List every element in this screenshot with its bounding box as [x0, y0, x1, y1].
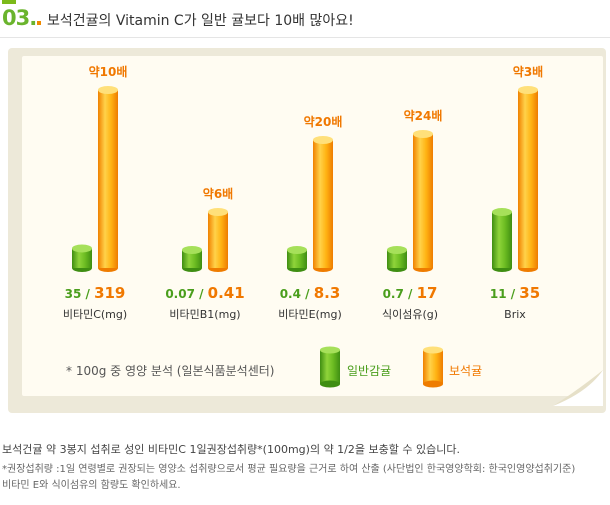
value-regular-1: 0.07 / [165, 287, 207, 301]
analysis-note: * 100g 중 영양 분석 (일본식품분석센터) [66, 364, 275, 378]
bar-jewel-3-top [413, 130, 433, 138]
bar-jewel-1-top [208, 208, 228, 216]
legend-label-regular: 일반감귤 [347, 364, 392, 378]
value-jewel-0: 319 [94, 284, 125, 302]
multiplier-label-4: 약3배 [513, 64, 543, 79]
value-label-0: 35 / 319 [65, 284, 126, 302]
value-label-4: 11 / 35 [490, 284, 540, 302]
category-label-4: Brix [504, 308, 526, 321]
bar-regular-0-top [72, 244, 92, 253]
bar-jewel-3 [413, 134, 433, 268]
bar-regular-3 [387, 250, 407, 268]
legend-swatch-orange [423, 346, 443, 388]
bar-jewel-0-top [98, 86, 118, 94]
value-label-3: 0.7 / 17 [383, 284, 438, 302]
section-header: 03. 보석건귤의 Vitamin C가 일반 귤보다 10배 많아요! [0, 0, 610, 40]
value-regular-2: 0.4 / [280, 287, 314, 301]
header-divider [0, 37, 610, 38]
bar-jewel-1 [208, 212, 228, 268]
category-label-3: 식이섬유(g) [382, 308, 438, 321]
legend-swatch-green [320, 346, 340, 388]
section-number: 03. [2, 6, 37, 30]
value-jewel-3: 17 [417, 284, 438, 302]
value-jewel-1: 0.41 [208, 284, 245, 302]
value-regular-4: 11 / [490, 287, 519, 301]
header-accent-bar [2, 0, 16, 4]
value-label-2: 0.4 / 8.3 [280, 284, 341, 302]
bar-jewel-4-top [518, 86, 538, 94]
legend-label-jewel: 보석귤 [449, 364, 483, 378]
bar-regular-1 [182, 250, 202, 268]
value-jewel-4: 35 [519, 284, 540, 302]
bar-regular-2-top [287, 246, 307, 254]
bar-regular-1-top [182, 246, 202, 254]
bar-jewel-2-top [313, 136, 333, 144]
section-title: 보석건귤의 Vitamin C가 일반 귤보다 10배 많아요! [47, 13, 354, 29]
category-label-2: 비타민E(mg) [278, 308, 342, 321]
footer-line-2: *권장섭취량 :1일 연령별로 권장되는 영양소 섭취량으로서 평균 필요량을 … [2, 464, 576, 475]
bar-regular-4-top [492, 208, 512, 217]
value-jewel-2: 8.3 [314, 284, 341, 302]
multiplier-label-2: 약20배 [304, 114, 343, 129]
category-label-1: 비타민B1(mg) [169, 308, 240, 321]
page-curl [553, 370, 603, 406]
multiplier-label-1: 약6배 [203, 186, 233, 201]
bar-regular-4 [492, 212, 512, 268]
value-label-1: 0.07 / 0.41 [165, 284, 244, 302]
category-label-0: 비타민C(mg) [63, 308, 127, 321]
bar-regular-3-top [387, 246, 407, 254]
footer-line-1: 보석건귤 약 3봉지 섭취로 성인 비타민C 1일권장섭취량*(100mg)의 … [2, 443, 460, 456]
bar-jewel-0 [98, 90, 118, 268]
multiplier-label-3: 약24배 [404, 108, 443, 123]
multiplier-label-0: 약10배 [89, 64, 128, 79]
bar-regular-0 [72, 248, 92, 268]
value-regular-0: 35 / [65, 287, 94, 301]
bar-jewel-4 [518, 90, 538, 268]
footer-line-3: 비타민 E와 식이섬유의 함량도 확인하세요. [2, 480, 181, 491]
value-regular-3: 0.7 / [383, 287, 417, 301]
bar-jewel-2 [313, 140, 333, 268]
header-dot [37, 21, 41, 25]
bar-regular-2 [287, 250, 307, 268]
